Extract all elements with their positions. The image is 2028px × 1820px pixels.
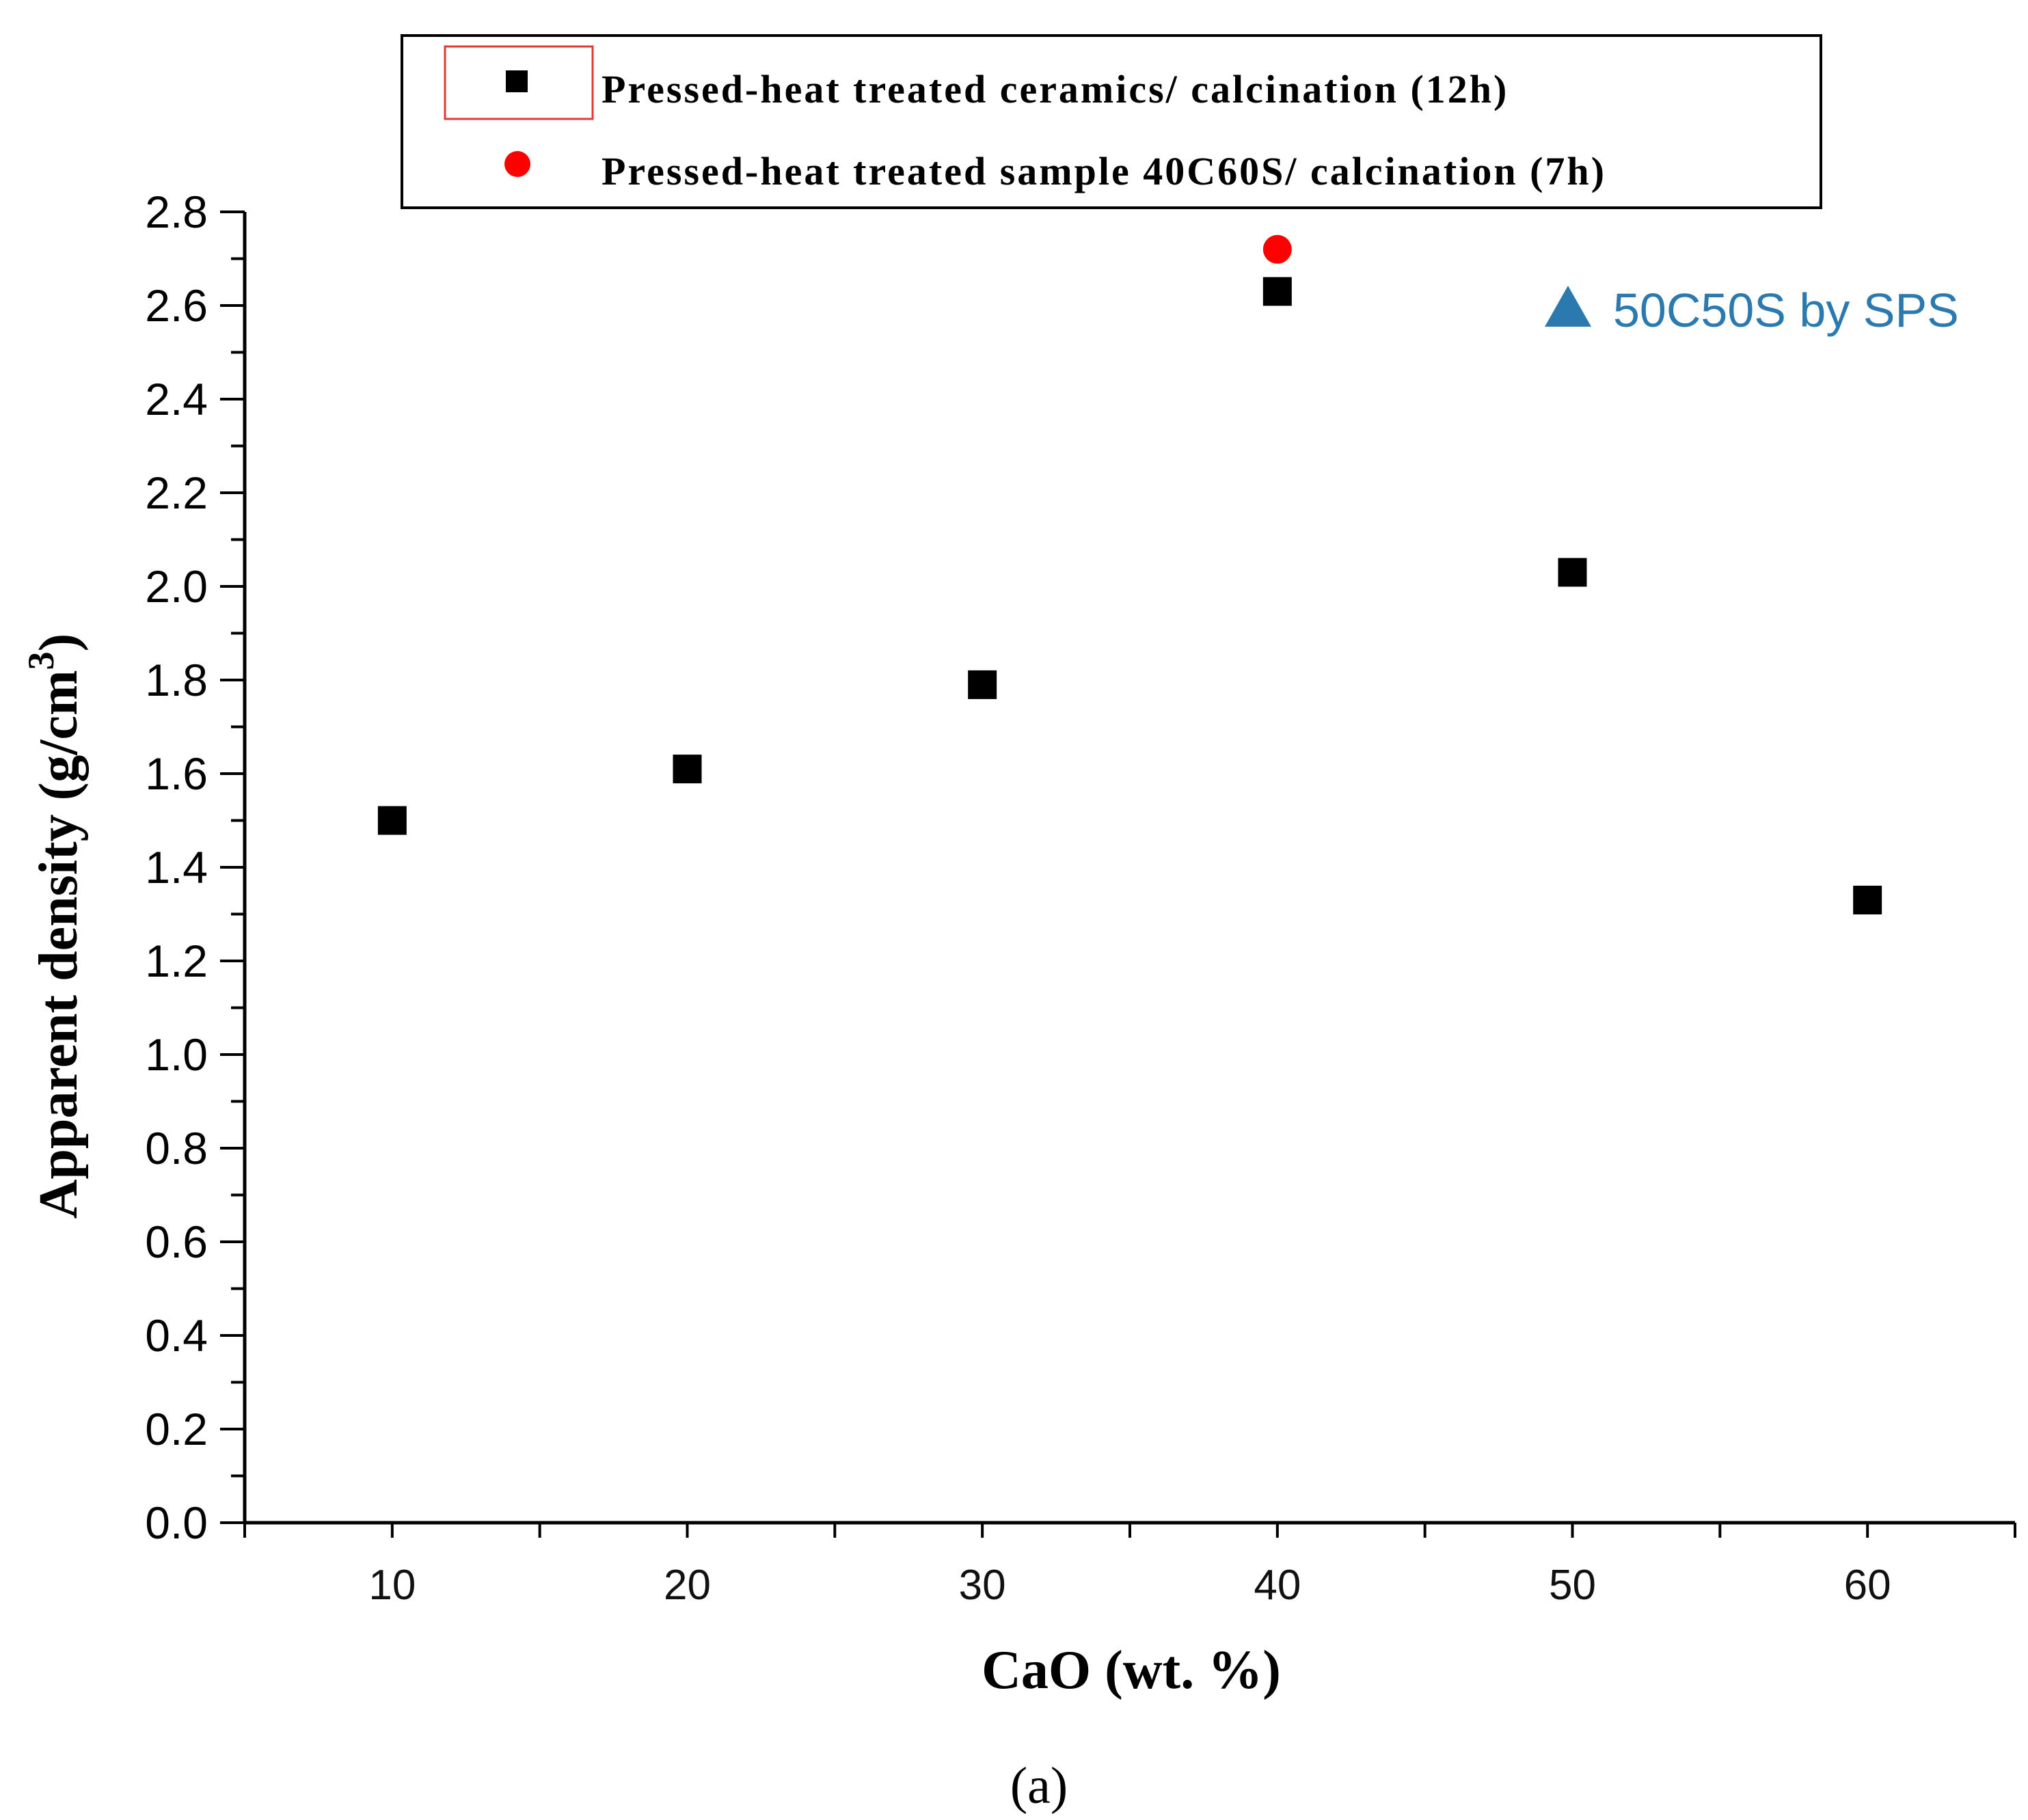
- x-axis-title: CaO (wt. %): [982, 1640, 1281, 1700]
- y-tick-label: 2.4: [145, 374, 208, 424]
- y-tick-label: 1.0: [145, 1029, 208, 1080]
- y-tick-label: 2.6: [145, 280, 208, 331]
- y-tick-label: 1.4: [145, 842, 208, 893]
- x-tick-label: 40: [1254, 1562, 1301, 1609]
- annotation-sps: 50C50S by SPS: [1545, 284, 1959, 337]
- annotation-triangle-icon: [1545, 286, 1591, 327]
- data-point-square: [1558, 558, 1587, 587]
- x-tick-label: 30: [959, 1562, 1006, 1609]
- y-axis-title-main: Apparent density (g/cm: [29, 670, 89, 1219]
- y-tick-label: 0.6: [145, 1217, 208, 1267]
- y-tick-label: 1.8: [145, 655, 208, 705]
- y-tick-label: 0.8: [145, 1123, 208, 1173]
- legend: Pressed-heat treated ceramics/ calcinati…: [401, 34, 1822, 209]
- legend-box: [401, 34, 1822, 209]
- x-axis-ticks: 10 20 30 40 50 60: [243, 1523, 2016, 1609]
- y-axis-title: Apparent density (g/cm3): [21, 634, 89, 1219]
- y-axis-title-close: ): [29, 634, 89, 652]
- y-tick-label: 0.2: [145, 1404, 208, 1454]
- y-axis-ticks: 0.0 0.2 0.4 0.6 0.8 1.0 1.2 1.4 1.6 1.8 2.0 2.2 2.4 2…: [145, 187, 245, 1548]
- x-tick-label: 50: [1549, 1562, 1596, 1609]
- legend-marker-square: [506, 70, 528, 92]
- annotation-label: 50C50S by SPS: [1613, 284, 1959, 337]
- legend-label-series-2: Pressed-heat treated sample 40C60S/ calc…: [601, 149, 1606, 193]
- y-tick-label: 0.0: [145, 1497, 208, 1548]
- y-axis-title-group: Apparent density (g/cm3): [21, 634, 89, 1219]
- y-tick-label: 2.2: [145, 467, 208, 518]
- y-tick-label: 1.6: [145, 748, 208, 799]
- data-point-square: [1853, 885, 1882, 914]
- axes: 0.0 0.2 0.4 0.6 0.8 1.0 1.2 1.4 1.6 1.8 2.0 2.2 2.4 2…: [145, 187, 2016, 1609]
- data-point-square: [1262, 277, 1292, 306]
- y-tick-label: 1.2: [145, 936, 208, 986]
- data-point-circle: [1262, 234, 1292, 264]
- legend-highlight-box: [444, 45, 594, 120]
- figure-caption: (a): [1010, 1757, 1068, 1815]
- y-tick-label: 2.8: [145, 187, 208, 237]
- data-points: [377, 234, 1882, 914]
- x-tick-label: 60: [1844, 1562, 1891, 1609]
- y-axis-title-superscript: 3: [21, 651, 62, 670]
- y-tick-label: 2.0: [145, 561, 208, 612]
- x-tick-label: 20: [664, 1562, 711, 1609]
- data-point-square: [968, 670, 997, 699]
- y-tick-label: 0.4: [145, 1310, 208, 1361]
- legend-label-series-1: Pressed-heat treated ceramics/ calcinati…: [601, 67, 1509, 111]
- x-tick-label: 10: [368, 1562, 416, 1609]
- data-point-square: [377, 806, 407, 835]
- legend-marker-circle: [504, 151, 530, 177]
- data-point-square: [673, 755, 702, 784]
